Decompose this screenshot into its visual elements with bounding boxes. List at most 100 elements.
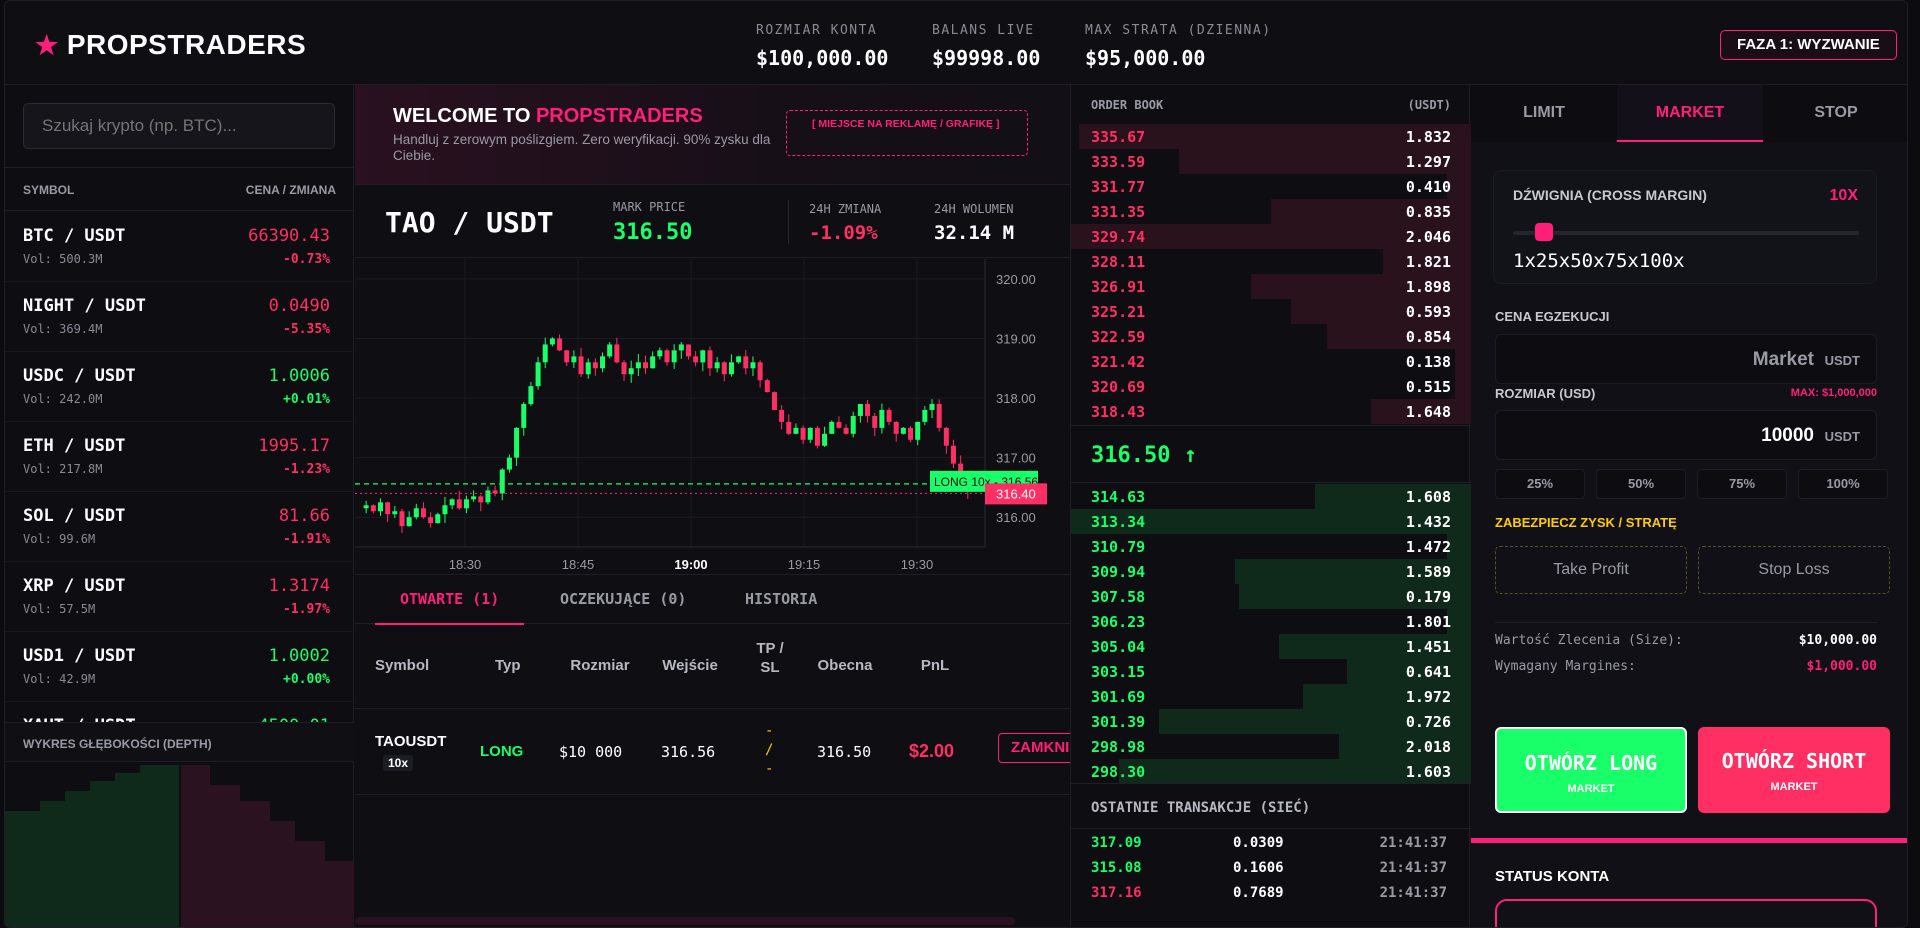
bid-row[interactable]: 298.98 2.018 xyxy=(1071,734,1471,759)
bid-row[interactable]: 307.58 0.179 xyxy=(1071,584,1471,609)
leverage-slider-track[interactable] xyxy=(1513,231,1859,235)
candle-body xyxy=(471,496,477,500)
candle-body xyxy=(456,499,462,509)
market-list[interactable]: BTC / USDT Vol: 500.3M 66390.43 -0.73% NIGHT… xyxy=(5,212,354,722)
book-price: 310.79 xyxy=(1091,538,1146,556)
ask-row[interactable]: 328.11 1.821 xyxy=(1071,249,1471,274)
close-position-button[interactable]: ZAMKNIJ xyxy=(998,733,1078,763)
bid-row[interactable]: 305.04 1.451 xyxy=(1071,634,1471,659)
bid-row[interactable]: 301.39 0.726 xyxy=(1071,709,1471,734)
current-price-label: 316.40 xyxy=(996,486,1036,501)
candle-body xyxy=(664,350,670,363)
horizontal-scrollbar[interactable] xyxy=(355,917,1015,925)
symbol-volume: Vol: 217.8M xyxy=(23,462,103,476)
ask-row[interactable]: 335.67 1.832 xyxy=(1071,124,1471,149)
tab-history[interactable]: HISTORIA xyxy=(745,590,818,608)
candlestick-chart[interactable]: LONG 10x - 316.56320.00319.00318.00317.0… xyxy=(355,259,1070,573)
ask-row[interactable]: 326.91 1.898 xyxy=(1071,274,1471,299)
max-loss-stat: MAX STRATA (DZIENNA) $95,000.00 xyxy=(1085,23,1272,70)
tab-pending[interactable]: OCZEKUJĄCE (0) xyxy=(560,590,687,608)
y-tick-label: 318.00 xyxy=(996,391,1036,406)
positions-table: Symbol Typ Rozmiar Wejście TP / SL Obecn… xyxy=(355,625,1078,795)
market-list-item[interactable]: USD1 / USDT Vol: 42.9M 1.0002 +0.00% xyxy=(5,632,354,702)
volume-value: 32.14 M xyxy=(934,222,1015,244)
search-input[interactable] xyxy=(23,103,335,149)
book-price: 321.42 xyxy=(1091,353,1146,371)
market-list-item[interactable]: NIGHT / USDT Vol: 369.4M 0.0490 -5.35% xyxy=(5,282,354,352)
order-panel: LIMIT MARKET STOP DŹWIGNIA (CROSS MARGIN… xyxy=(1471,85,1907,927)
take-profit-input[interactable]: Take Profit xyxy=(1495,546,1687,594)
candle-body xyxy=(592,362,598,369)
ask-row[interactable]: 321.42 0.138 xyxy=(1071,349,1471,374)
pct-50-button[interactable]: 50% xyxy=(1596,469,1686,499)
candle-body xyxy=(951,445,957,464)
market-list-item[interactable]: USDC / USDT Vol: 242.0M 1.0006 +0.01% xyxy=(5,352,354,422)
x-tick-label: 19:00 xyxy=(674,557,707,572)
depth-bar xyxy=(1071,224,1471,249)
bid-row[interactable]: 310.79 1.472 xyxy=(1071,534,1471,559)
market-sidebar: SYMBOL CENA / ZMIANA BTC / USDT Vol: 500.… xyxy=(5,85,354,927)
candle-body xyxy=(872,415,878,428)
row-leverage-badge: 10x xyxy=(383,755,414,771)
book-qty: 0.835 xyxy=(1405,203,1451,221)
size-input[interactable]: 10000 USDT xyxy=(1495,410,1877,460)
market-list-item[interactable]: XAUT / USDT 4500.01 xyxy=(5,702,354,722)
symbol-volume: Vol: 369.4M xyxy=(23,322,103,336)
book-qty: 0.726 xyxy=(1405,713,1451,731)
exec-price-field[interactable]: Market USDT xyxy=(1495,334,1877,384)
bid-row[interactable]: 303.15 0.641 xyxy=(1071,659,1471,684)
ask-row[interactable]: 331.77 0.410 xyxy=(1071,174,1471,199)
market-list-item[interactable]: SOL / USDT Vol: 99.6M 81.66 -1.91% xyxy=(5,492,354,562)
open-short-button[interactable]: OTWÓRZ SHORT MARKET xyxy=(1698,727,1890,813)
candle-body xyxy=(571,356,577,363)
bid-row[interactable]: 313.34 1.432 xyxy=(1071,509,1471,534)
bid-row[interactable]: 306.23 1.801 xyxy=(1071,609,1471,634)
leverage-slider-handle[interactable] xyxy=(1535,223,1554,241)
pct-100-button[interactable]: 100% xyxy=(1798,469,1888,499)
logo[interactable]: ★ PROPSTRADERS xyxy=(35,29,306,61)
ask-row[interactable]: 322.59 0.854 xyxy=(1071,324,1471,349)
row-tp: - xyxy=(765,723,774,739)
ask-row[interactable]: 333.59 1.297 xyxy=(1071,149,1471,174)
x-tick-label: 19:15 xyxy=(788,557,821,572)
market-list-item[interactable]: BTC / USDT Vol: 500.3M 66390.43 -0.73% xyxy=(5,212,354,282)
bid-row[interactable]: 298.30 1.603 xyxy=(1071,759,1471,784)
tab-market[interactable]: MARKET xyxy=(1617,85,1763,142)
account-status-box xyxy=(1495,899,1877,927)
ask-row[interactable]: 318.43 1.648 xyxy=(1071,399,1471,424)
ask-row[interactable]: 320.69 0.515 xyxy=(1071,374,1471,399)
candle-body xyxy=(714,362,720,369)
bid-row[interactable]: 314.63 1.608 xyxy=(1071,484,1471,509)
book-price: 309.94 xyxy=(1091,563,1146,581)
pct-25-button[interactable]: 25% xyxy=(1495,469,1585,499)
phase-badge[interactable]: FAZA 1: WYZWANIE xyxy=(1720,30,1897,60)
ad-placeholder[interactable]: [ MIEJSCE NA REKLAMĘ / GRAFIKĘ ] xyxy=(786,110,1028,156)
candle-body xyxy=(893,421,899,434)
open-long-button[interactable]: OTWÓRZ LONG MARKET xyxy=(1495,727,1687,813)
leverage-ticks: 1x25x50x75x100x xyxy=(1513,250,1685,272)
ticker-divider xyxy=(788,200,789,244)
candle-body xyxy=(492,490,498,494)
candle-body xyxy=(771,392,777,410)
market-list-item[interactable]: XRP / USDT Vol: 57.5M 1.3174 -1.97% xyxy=(5,562,354,632)
ask-row[interactable]: 331.35 0.835 xyxy=(1071,199,1471,224)
ask-row[interactable]: 325.21 0.593 xyxy=(1071,299,1471,324)
bid-row[interactable]: 309.94 1.589 xyxy=(1071,559,1471,584)
trades-title: OSTATNIE TRANSAKCJE (SIEĆ) xyxy=(1091,800,1311,816)
market-list-item[interactable]: ETH / USDT Vol: 217.8M 1995.17 -1.23% xyxy=(5,422,354,492)
book-qty: 0.641 xyxy=(1405,663,1451,681)
candle-body xyxy=(449,499,455,506)
symbol-price: 1.0002 xyxy=(268,646,330,666)
pct-75-button[interactable]: 75% xyxy=(1697,469,1787,499)
exec-price-label: CENA EGZEKUCJI xyxy=(1495,309,1610,324)
bid-row[interactable]: 301.69 1.972 xyxy=(1071,684,1471,709)
symbol-price: 1.0006 xyxy=(268,366,330,386)
depth-bar xyxy=(1447,534,1471,559)
candle-body xyxy=(843,427,849,434)
depth-bids-area xyxy=(5,765,180,927)
ask-row[interactable]: 329.74 2.046 xyxy=(1071,224,1471,249)
tab-open[interactable]: OTWARTE (1) xyxy=(375,575,525,625)
tab-limit[interactable]: LIMIT xyxy=(1471,85,1617,142)
stop-loss-input[interactable]: Stop Loss xyxy=(1698,546,1890,594)
tab-stop[interactable]: STOP xyxy=(1763,85,1907,142)
